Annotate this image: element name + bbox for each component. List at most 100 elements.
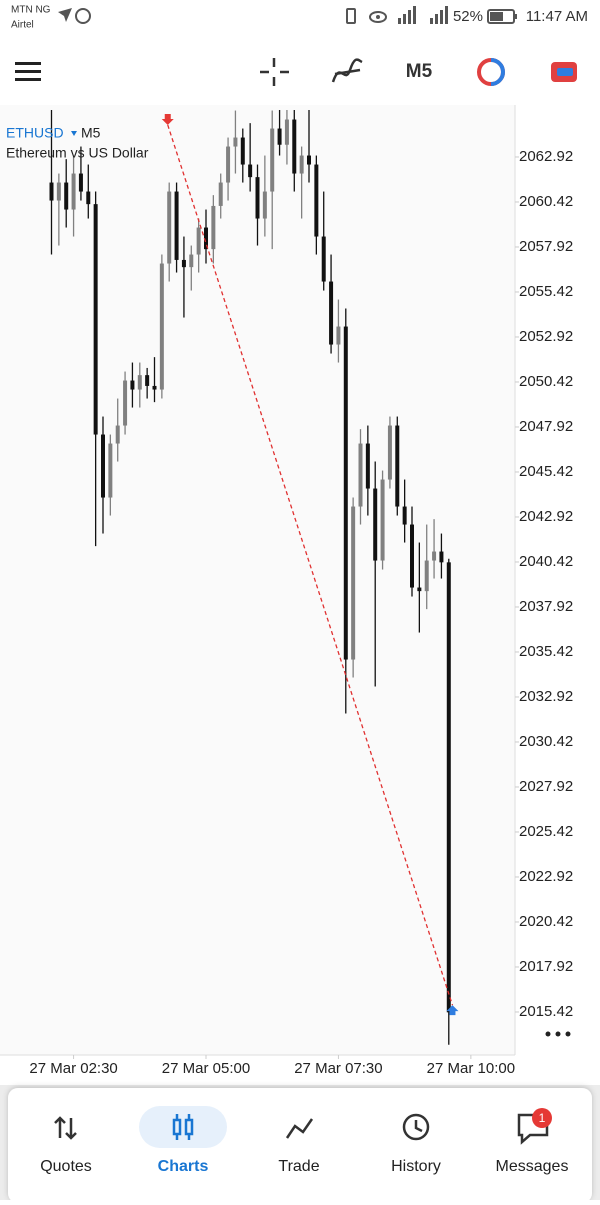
candle-body xyxy=(159,263,164,390)
candle-body xyxy=(49,182,54,201)
candle-body xyxy=(130,380,135,390)
y-tick-label: 2015.42 xyxy=(519,1003,573,1020)
buy-arrow xyxy=(446,1005,459,1016)
y-tick-label: 2047.92 xyxy=(519,418,573,435)
candle-body xyxy=(432,551,437,561)
candle-body xyxy=(226,146,231,183)
candle-body xyxy=(64,182,69,210)
candle-body xyxy=(365,443,370,489)
candle-body xyxy=(307,155,311,165)
y-tick-label: 2057.92 xyxy=(519,238,573,255)
y-tick-label: 2042.92 xyxy=(519,508,573,525)
candle-body xyxy=(174,191,179,260)
y-tick-label: 2032.92 xyxy=(519,688,573,705)
candle-body xyxy=(86,191,91,205)
x-tick-label: 27 Mar 05:00 xyxy=(162,1060,250,1077)
candle-body xyxy=(424,560,429,592)
candle-body xyxy=(417,587,422,592)
y-tick-label: 2035.42 xyxy=(519,643,573,660)
y-tick-label: 2020.42 xyxy=(519,913,573,930)
carrier: MTN NG xyxy=(11,5,51,16)
candle-body xyxy=(373,488,378,561)
y-tick-label: 2052.92 xyxy=(519,328,573,345)
y-tick-label: 2017.92 xyxy=(519,958,573,975)
candle-body xyxy=(240,137,245,165)
y-tick-label: 2062.92 xyxy=(519,148,573,165)
badge-count: 1 xyxy=(539,1111,546,1125)
status-icons xyxy=(58,6,517,24)
candle-body xyxy=(137,375,142,390)
candle-body xyxy=(233,137,238,147)
account-button[interactable] xyxy=(551,62,577,82)
symbol-dropdown[interactable] xyxy=(71,131,77,136)
chart-timeframe: M5 xyxy=(81,125,101,141)
timeframe-button[interactable]: M5 xyxy=(406,61,433,82)
plot-area xyxy=(0,105,515,1055)
y-tick-label: 2027.92 xyxy=(519,778,573,795)
nav-label[interactable]: Messages xyxy=(496,1158,569,1175)
candle-body xyxy=(248,164,253,178)
battery: 52% xyxy=(453,8,483,25)
candle-body xyxy=(108,443,113,498)
candle-body xyxy=(299,155,304,174)
nav-bar xyxy=(8,1088,592,1203)
more-button[interactable] xyxy=(545,1031,571,1037)
nav-label[interactable]: Trade xyxy=(278,1158,319,1175)
candle-body xyxy=(387,425,392,480)
candle-body xyxy=(145,375,150,386)
candle-body xyxy=(204,227,208,250)
y-tick-label: 2050.42 xyxy=(519,373,573,390)
nav-label[interactable]: Charts xyxy=(158,1158,209,1175)
indicators-button[interactable] xyxy=(331,58,363,83)
candle-body xyxy=(277,128,282,145)
crosshair-button[interactable] xyxy=(260,58,289,86)
candle-body xyxy=(395,425,400,507)
candle-body xyxy=(439,551,444,563)
y-tick-label: 2025.42 xyxy=(519,823,573,840)
candle-body xyxy=(336,326,341,345)
nav-label[interactable]: History xyxy=(391,1158,441,1175)
carrier: Airtel xyxy=(11,20,34,31)
candle-body xyxy=(78,173,83,192)
candle-body xyxy=(211,205,216,250)
nav-label[interactable]: Quotes xyxy=(40,1158,92,1175)
y-tick-label: 2060.42 xyxy=(519,193,573,210)
candle-body xyxy=(358,443,363,507)
symbol-description: Ethereum vs US Dollar xyxy=(6,145,149,161)
candle-body xyxy=(270,128,275,192)
candle-body xyxy=(321,236,326,282)
x-tick-label: 27 Mar 10:00 xyxy=(427,1060,515,1077)
candle-body xyxy=(123,380,128,426)
candles xyxy=(49,110,451,1045)
candle-body xyxy=(93,204,98,435)
candle-body xyxy=(189,254,194,268)
candle-body xyxy=(181,259,186,268)
candle-body xyxy=(343,326,348,660)
y-tick-label: 2022.92 xyxy=(519,868,573,885)
candle-body xyxy=(218,182,223,206)
y-tick-label: 2030.42 xyxy=(519,733,573,750)
candle-body xyxy=(410,524,414,588)
candle-body xyxy=(167,191,172,264)
candle-body xyxy=(314,164,319,237)
menu-button[interactable] xyxy=(15,62,41,81)
candle-body xyxy=(402,506,407,525)
y-tick-label: 2037.92 xyxy=(519,598,573,615)
candle-body xyxy=(196,227,201,255)
candle-body xyxy=(329,281,334,345)
y-tick-label: 2055.42 xyxy=(519,283,573,300)
trade-line xyxy=(167,124,454,1006)
symbol[interactable]: ETHUSD xyxy=(6,125,64,141)
candle-body xyxy=(101,434,105,498)
clock: 11:47 AM xyxy=(526,8,588,25)
candle-body xyxy=(446,562,451,1013)
sell-arrow xyxy=(161,113,174,125)
trade-button[interactable] xyxy=(477,58,505,86)
candle-body xyxy=(262,191,267,219)
candle-body xyxy=(351,506,356,660)
candle-body xyxy=(71,173,76,210)
candle-body xyxy=(255,177,260,219)
y-tick-label: 2045.42 xyxy=(519,463,573,480)
